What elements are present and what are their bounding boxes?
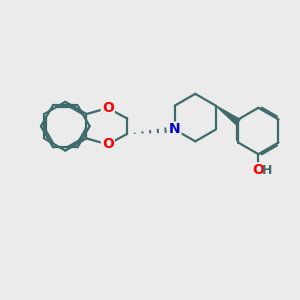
Text: O: O: [252, 163, 264, 177]
Text: O: O: [102, 101, 114, 115]
Text: N: N: [169, 122, 181, 136]
Text: O: O: [102, 137, 114, 152]
Text: H: H: [262, 164, 272, 177]
Polygon shape: [216, 106, 240, 125]
